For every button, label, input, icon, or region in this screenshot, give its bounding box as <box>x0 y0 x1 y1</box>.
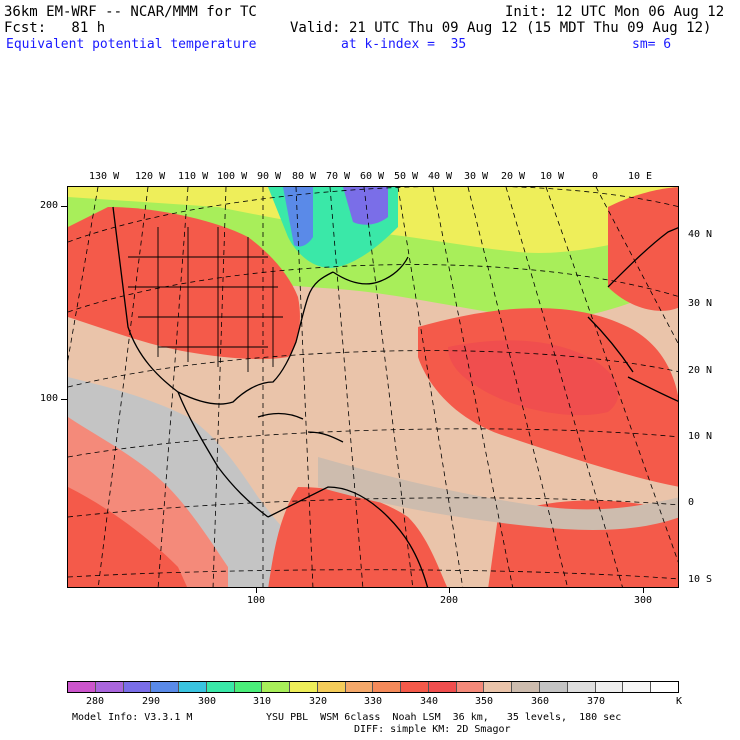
color-swatch <box>401 682 429 692</box>
color-swatch <box>373 682 402 692</box>
color-swatch <box>512 682 541 692</box>
colorbar-label: 360 <box>531 696 550 707</box>
lon-label: 100 W <box>217 171 248 182</box>
lon-label: 80 W <box>292 171 317 182</box>
colorbar-label: 300 <box>198 696 217 707</box>
lon-label: 10 E <box>628 171 653 182</box>
lon-label: 120 W <box>135 171 166 182</box>
colorbar-label: 330 <box>364 696 383 707</box>
diffusion-info: DIFF: simple KM: 2D Smagor <box>354 724 511 735</box>
colorbar-label: 310 <box>253 696 272 707</box>
colorbar-label: 340 <box>420 696 439 707</box>
y-tick <box>61 399 67 400</box>
color-swatch <box>651 682 678 692</box>
warm-europe <box>608 187 678 311</box>
x-tick <box>643 588 644 593</box>
colorbar-unit: K <box>676 696 683 707</box>
x-tick <box>449 588 450 593</box>
lat-label: 10 S <box>688 574 713 585</box>
color-swatch <box>540 682 568 692</box>
color-swatch <box>68 682 96 692</box>
lon-label: 130 W <box>89 171 120 182</box>
graticule <box>68 187 678 587</box>
color-swatch <box>317 682 346 692</box>
coldest-pool-west <box>283 187 313 247</box>
warm-core <box>448 340 619 416</box>
lon-label: 40 W <box>428 171 453 182</box>
color-swatch <box>345 682 374 692</box>
color-swatch <box>456 682 485 692</box>
x-index-label: 300 <box>634 595 653 606</box>
forecast-hour: Fcst: 81 h <box>4 20 106 36</box>
lon-label: 110 W <box>178 171 209 182</box>
color-swatch <box>234 682 263 692</box>
x-index-label: 200 <box>440 595 459 606</box>
x-tick <box>256 588 257 593</box>
color-swatch <box>290 682 318 692</box>
warm-south-america <box>268 487 448 587</box>
colorbar-label: 290 <box>142 696 161 707</box>
pacific-hot <box>68 487 188 587</box>
lat-label: 20 N <box>688 365 713 376</box>
color-swatch <box>179 682 207 692</box>
theta-e-map <box>67 186 679 588</box>
lon-label: 70 W <box>326 171 351 182</box>
colorbar-label: 280 <box>86 696 105 707</box>
field-name: Equivalent potential temperature <box>6 37 257 52</box>
lat-label: 10 N <box>688 431 713 442</box>
color-swatch <box>95 682 124 692</box>
color-swatch <box>206 682 235 692</box>
color-swatch <box>623 682 652 692</box>
lon-label: 50 W <box>394 171 419 182</box>
coldest-pool-east <box>343 187 388 225</box>
lon-label: 30 W <box>464 171 489 182</box>
colorbar-label: 370 <box>587 696 606 707</box>
colorbar-label: 350 <box>475 696 494 707</box>
coastlines <box>112 206 678 587</box>
colorbar-label: 320 <box>309 696 328 707</box>
init-time: Init: 12 UTC Mon 06 Aug 12 <box>505 4 725 20</box>
x-index-label: 100 <box>247 595 266 606</box>
color-swatch <box>595 682 624 692</box>
equatorial-band <box>318 457 678 530</box>
lon-label: 60 W <box>360 171 385 182</box>
physics-info: YSU PBL WSM 6class Noah LSM 36 km, 35 le… <box>266 712 622 723</box>
model-info: Model Info: V3.3.1 M <box>72 712 193 723</box>
y-index-label: 100 <box>40 393 59 404</box>
k-index-level: at k-index = 35 <box>341 37 467 52</box>
color-swatch <box>428 682 457 692</box>
smoothing: sm= 6 <box>632 37 672 52</box>
state-borders <box>128 227 283 372</box>
color-swatch <box>484 682 513 692</box>
map-canvas <box>68 187 678 587</box>
lat-label: 0 <box>688 497 695 508</box>
color-swatch <box>123 682 152 692</box>
lon-label: 90 W <box>257 171 282 182</box>
valid-time: Valid: 21 UTC Thu 09 Aug 12 (15 MDT Thu … <box>290 20 712 36</box>
color-swatch <box>567 682 596 692</box>
model-title: 36km EM-WRF -- NCAR/MMM for TC <box>4 4 257 20</box>
y-tick <box>61 206 67 207</box>
lat-label: 40 N <box>688 229 713 240</box>
y-index-label: 200 <box>40 200 59 211</box>
color-swatch <box>262 682 291 692</box>
lon-label: 20 W <box>501 171 526 182</box>
color-swatch <box>151 682 180 692</box>
lon-label: 10 W <box>540 171 565 182</box>
lat-label: 30 N <box>688 298 713 309</box>
lon-label: 0 <box>592 171 599 182</box>
color-scale-bar <box>67 681 679 693</box>
